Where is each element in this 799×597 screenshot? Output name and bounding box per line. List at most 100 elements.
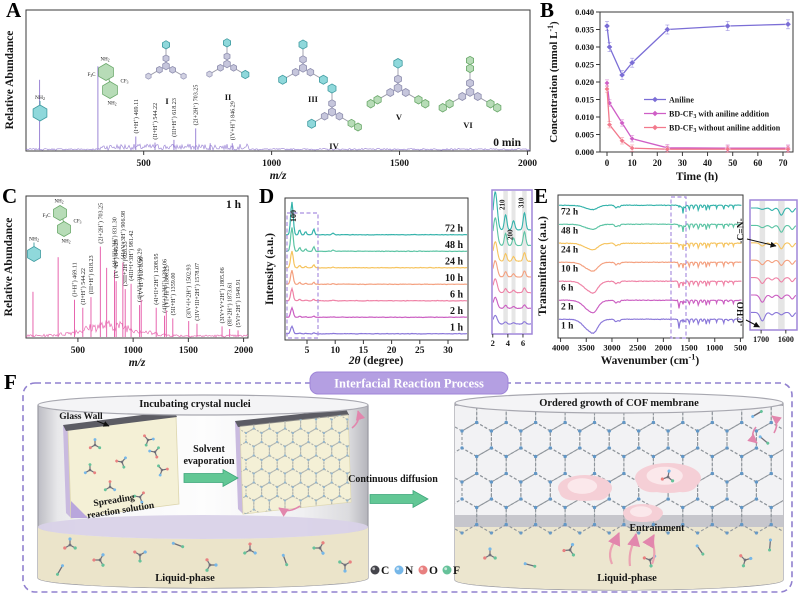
bond (175, 71, 182, 75)
x-tick-label: 70 (778, 158, 788, 168)
node-atom (346, 481, 349, 484)
node-atom (592, 420, 597, 425)
node-atom (322, 485, 325, 489)
node-atom (283, 454, 287, 457)
atom (92, 558, 96, 562)
node-atom (769, 505, 773, 510)
benzene-ring (216, 63, 224, 72)
legend-atom-label: N (405, 565, 414, 577)
benzene-ring (299, 55, 307, 64)
atom (695, 544, 699, 548)
x-tick-label: 1500 (390, 159, 409, 169)
node-atom (637, 497, 641, 501)
node-atom (622, 505, 626, 510)
y-tick-label: 0.000 (575, 148, 594, 157)
liquid-body (455, 527, 783, 590)
node-atom (307, 440, 310, 444)
y-tick-label: 0.020 (575, 78, 594, 87)
x-tick-label: 500 (734, 343, 747, 353)
data-marker (628, 59, 636, 67)
monomer-molecule (243, 542, 257, 555)
peak-label: (8I+2H+) 1873.61 (225, 282, 233, 326)
node-atom (504, 471, 508, 476)
node-atom (276, 485, 279, 489)
peak-label: (IV+H+) 846.29 (228, 101, 236, 140)
x-tick-label: 4000 (552, 343, 569, 353)
panel-f-letter: F (4, 370, 17, 394)
ftir-inset-curve (751, 294, 796, 303)
node-atom (307, 494, 310, 498)
node-atom (299, 445, 302, 448)
node-atom (519, 531, 523, 535)
beaker-rim (37, 394, 369, 416)
node-atom (346, 499, 349, 502)
atom (660, 477, 664, 481)
aldehyde-ring (206, 70, 213, 78)
atom (749, 556, 753, 561)
diffusion-cloud (623, 504, 663, 522)
atom (68, 543, 72, 547)
bond (408, 93, 416, 99)
amine-label: NH2 (29, 237, 39, 243)
bd-ring (53, 205, 67, 221)
data-marker (603, 22, 611, 30)
node-atom (710, 471, 714, 476)
cf3-label: CF3 (74, 220, 82, 225)
structure-I: I (145, 40, 187, 106)
atom (124, 456, 127, 460)
node-atom (322, 458, 325, 462)
benzene-ring (162, 54, 170, 63)
structure-label: VI (463, 120, 473, 130)
panel-e-letter: E (534, 184, 549, 208)
node-atom (460, 395, 463, 398)
x-tick-label: 20 (653, 158, 663, 168)
glass-wall-bar (235, 409, 349, 427)
node-atom (784, 446, 787, 449)
atom (83, 471, 87, 475)
cho-arrow (745, 319, 760, 328)
legend-marker (652, 124, 658, 131)
node-atom (651, 454, 656, 459)
structure-VI: VI (438, 55, 502, 130)
cf3-label: CF3 (121, 80, 129, 85)
linker-molecule (281, 553, 289, 567)
node-atom (740, 522, 744, 527)
ftir-curve (558, 280, 742, 294)
bd-ring (347, 118, 356, 128)
noise-trace (25, 143, 531, 151)
node-atom (784, 429, 787, 432)
x-axis-title: Time (h) (676, 171, 718, 183)
right-membrane-zone (455, 395, 787, 590)
node-atom (769, 471, 773, 476)
node-atom (299, 481, 302, 484)
y-tick-label: 0.015 (575, 96, 594, 105)
x-tick-label: 3000 (603, 343, 620, 353)
node-atom (322, 467, 325, 471)
node-atom (338, 458, 341, 462)
atom (343, 569, 347, 573)
atom (751, 415, 755, 418)
benzene-ring (230, 63, 238, 72)
x-tick-label: 2000 (234, 346, 253, 356)
structure-IV: IV (307, 83, 362, 151)
ftir-curve (558, 261, 742, 272)
corner-wedge (71, 501, 88, 518)
atom (766, 441, 770, 445)
cyano-ring (161, 40, 171, 50)
node-atom (244, 467, 248, 471)
legend-atom-dot (418, 565, 428, 575)
benzene-ring (320, 112, 329, 121)
plot-frame (25, 195, 249, 339)
node-atom (563, 471, 567, 476)
linker-molecule (751, 410, 763, 418)
linker-molecule (695, 544, 705, 556)
node-atom (330, 418, 333, 421)
curve-label: 6 h (450, 290, 464, 301)
node-atom (338, 431, 341, 435)
node-atom (283, 445, 287, 448)
x-tick-label: 1000 (124, 346, 143, 356)
node-atom (563, 522, 567, 527)
benzene-ring (306, 68, 315, 77)
nuclei-network (240, 414, 351, 514)
node-atom (299, 454, 302, 457)
